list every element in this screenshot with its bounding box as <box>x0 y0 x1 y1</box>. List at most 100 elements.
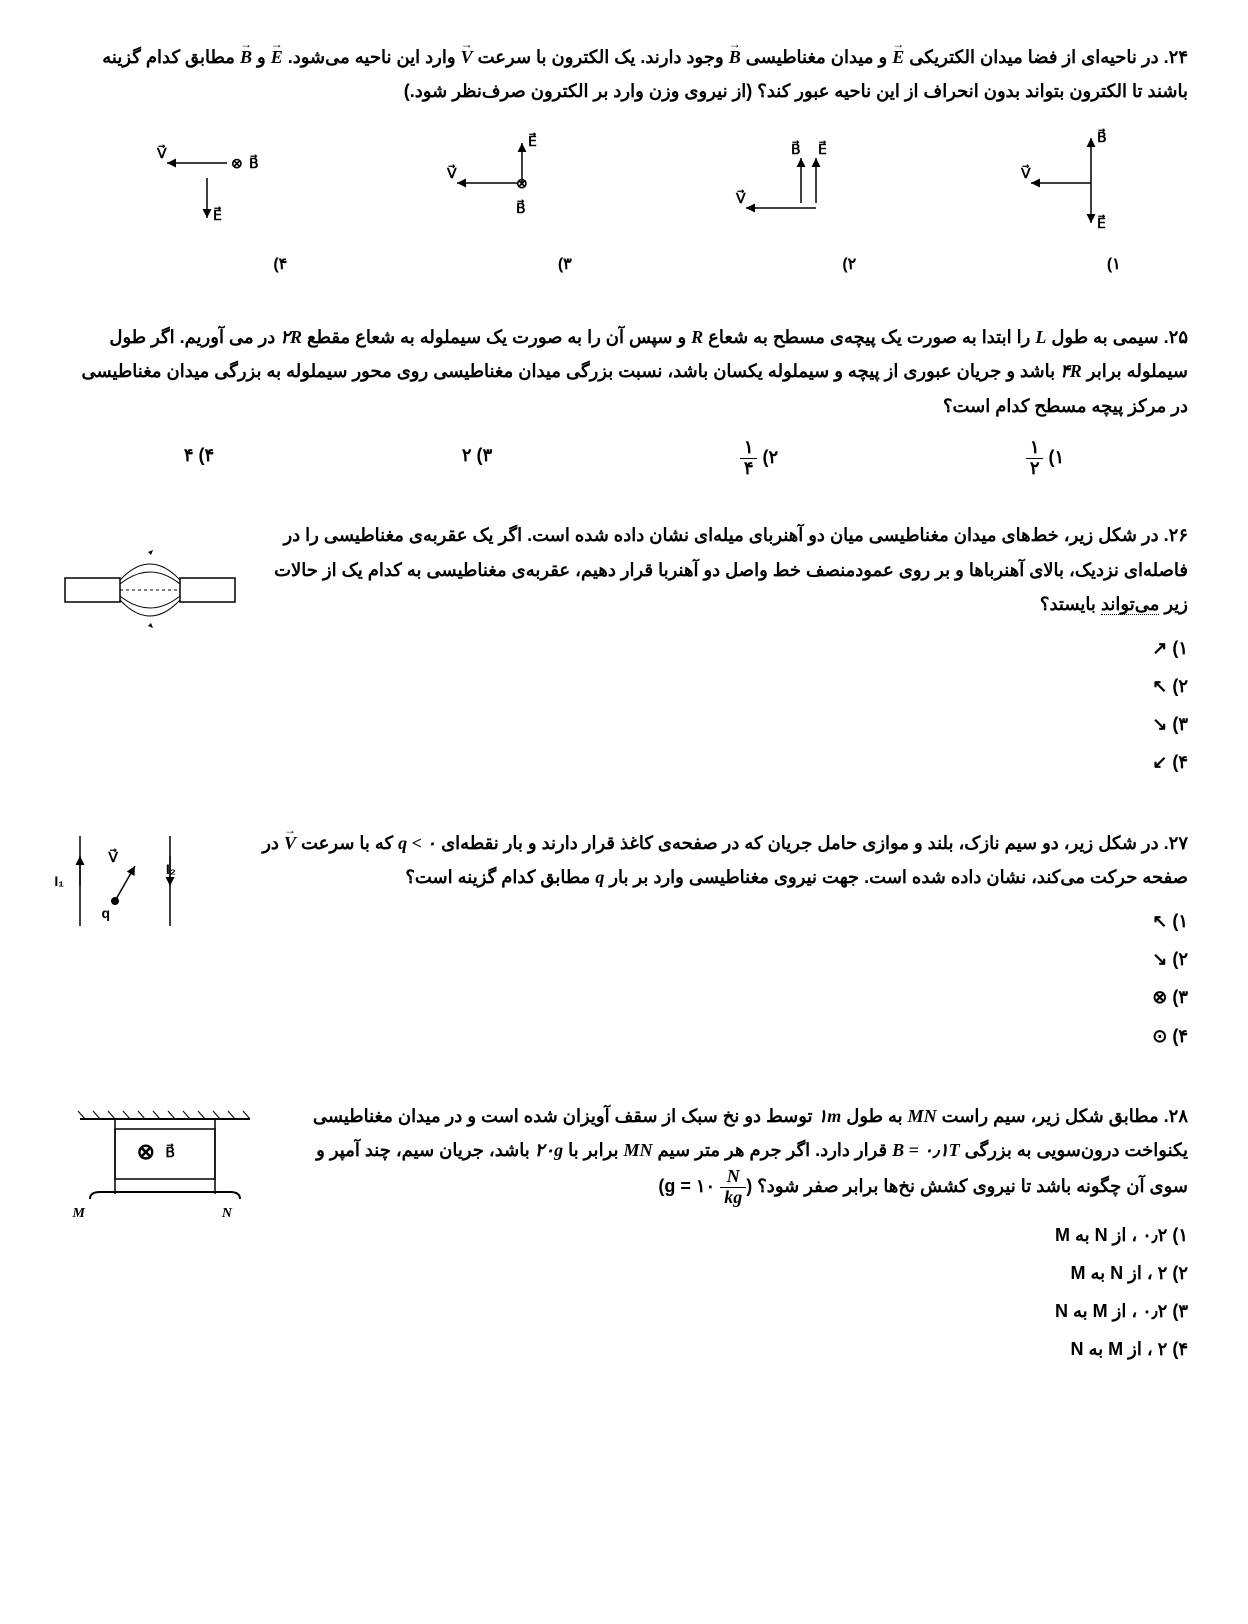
q27-q-label: q <box>101 905 110 921</box>
q24-B2: B <box>240 47 252 67</box>
q25-o4-val: ۴ <box>184 445 194 465</box>
q25-o1-num: ۱ <box>1026 438 1044 459</box>
q25-o4-label: ۴) <box>199 445 215 465</box>
q28-N-label: N <box>221 1206 233 1221</box>
q24-diagram-1: B⃗ V⃗ E⃗ ۱) <box>991 128 1121 280</box>
svg-text:E⃗: E⃗ <box>818 141 827 158</box>
svg-text:V⃗: V⃗ <box>156 145 167 162</box>
q25-o2-den: ۴ <box>740 459 758 479</box>
q24-V1: V <box>461 47 473 67</box>
q28-t-a: مطابق شکل زیر، سیم راست <box>937 1106 1159 1126</box>
q26-opt1: ۱) ↗ <box>260 631 1188 665</box>
q24-t-d: وارد این ناحیه می‌شود. <box>283 47 456 67</box>
q27-q: q <box>595 867 604 887</box>
q24-diagram-2: V⃗ B⃗ E⃗ ۲) <box>706 128 856 280</box>
q25-o2-num: ۱ <box>740 438 758 459</box>
q25-options: ۱) ۱۲ ۲) ۱۴ ۳) ۲ ۴) ۴ <box>60 438 1188 479</box>
q27-number: ۲۷. <box>1164 833 1188 853</box>
q25-opt2: ۲) ۱۴ <box>740 438 778 479</box>
q25-t-c: و سپس آن را به صورت یک سیملوله به شعاع م… <box>302 327 686 347</box>
q24-E2: E <box>271 47 283 67</box>
q28-B-label: B⃗ <box>165 1143 175 1160</box>
svg-text:E⃗: E⃗ <box>1097 215 1106 232</box>
q25-o2-label: ۲) <box>763 447 779 467</box>
q26-t-b: بایستد؟ <box>1040 594 1096 614</box>
q25-text: ۲۵. سیمی به طول L را ابتدا به صورت یک پی… <box>60 320 1188 423</box>
q28-into-icon: ⊗ <box>137 1139 155 1164</box>
q28-t-b: به طول <box>841 1106 902 1126</box>
q24-opt3-label: ۳) <box>422 250 572 280</box>
q27-opt3: ۳) ⊗ <box>220 980 1188 1014</box>
svg-text:⊗: ⊗ <box>231 155 243 171</box>
q28-number: ۲۸. <box>1164 1106 1188 1126</box>
svg-text:E⃗: E⃗ <box>213 207 222 224</box>
q27-options: ۱) ↖ ۲) ↘ ۳) ⊗ ۴) ⊙ <box>220 904 1188 1053</box>
q28-MN1: MN <box>908 1106 937 1126</box>
q25-o1-den: ۲ <box>1026 459 1044 479</box>
q25-t-b: را ابتدا به صورت یک پیچه‌ی مسطح به شعاع <box>703 327 1030 347</box>
q27-t-b: که با سرعت <box>296 833 393 853</box>
svg-text:V⃗: V⃗ <box>1020 165 1031 182</box>
q25-t-e: باشد و جریان عبوری از پیچه و سیملوله یکس… <box>81 361 1188 415</box>
question-27: ۲۷. در شکل زیر، دو سیم نازک، بلند و مواز… <box>60 826 1188 1059</box>
q25-o1-label: ۱) <box>1049 447 1065 467</box>
q28-opt1: ۱) ۰٫۲ ، از N به M <box>290 1218 1188 1252</box>
q26-figure <box>60 518 240 669</box>
q28-t-d: قرار دارد. اگر جرم هر متر سیم <box>653 1140 888 1160</box>
q26-opt4: ۴) ↙ <box>260 745 1188 779</box>
q26-opt3: ۳) ↘ <box>260 707 1188 741</box>
q28-1m: ۱m <box>818 1106 842 1126</box>
svg-text:V⃗: V⃗ <box>446 165 457 182</box>
q28-g-num: N <box>720 1167 746 1188</box>
q24-B1: B <box>729 47 741 67</box>
q24-text: ۲۴. در ناحیه‌ای از فضا میدان الکتریکی E … <box>60 40 1188 108</box>
q28-text: ۲۸. مطابق شکل زیر، سیم راست MN به طول ۱m… <box>290 1099 1188 1208</box>
q24-E1: E <box>892 47 904 67</box>
q27-t-d: مطابق کدام گزینه است؟ <box>405 867 590 887</box>
q27-text: ۲۷. در شکل زیر، دو سیم نازک، بلند و مواز… <box>220 826 1188 894</box>
q27-t-a: در شکل زیر، دو سیم نازک، بلند و موازی حا… <box>436 833 1159 853</box>
q27-V-label: V⃗ <box>107 848 118 865</box>
q28-g-den: kg <box>720 1188 746 1208</box>
q25-o3-val: ۲ <box>462 445 472 465</box>
q25-t-a: سیمی به طول <box>1046 327 1158 347</box>
q28-figure: M N ⊗ B⃗ <box>60 1099 270 1250</box>
q24-diagram-3: E⃗ ⊗ V⃗ B⃗ ۳) <box>422 128 572 280</box>
q27-opt2: ۲) ↘ <box>220 942 1188 976</box>
q26-number: ۲۶. <box>1164 525 1188 545</box>
q27-figure: I₁ I₂ q V⃗ <box>60 826 200 957</box>
q28-B: B = ۰٫۱T <box>892 1140 959 1160</box>
q24-opt1-label: ۱) <box>991 250 1121 280</box>
q24-t-c: وجود دارند. یک الکترون با سرعت <box>473 47 724 67</box>
q28-opt3: ۳) ۰٫۲ ، از M به N <box>290 1294 1188 1328</box>
q28-g-b: g = ۱۰ <box>664 1176 715 1196</box>
svg-text:B⃗: B⃗ <box>516 200 526 217</box>
svg-text:E⃗: E⃗ <box>528 133 537 150</box>
q24-diagrams: B⃗ V⃗ E⃗ ۱) V⃗ B⃗ E⃗ ۲) <box>60 128 1188 280</box>
q28-opt2: ۲) ۲ ، از N به M <box>290 1256 1188 1290</box>
question-28: ۲۸. مطابق شکل زیر، سیم راست MN به طول ۱m… <box>60 1099 1188 1373</box>
svg-text:⊗: ⊗ <box>516 175 528 191</box>
q25-opt4: ۴) ۴ <box>184 438 214 479</box>
q24-t-e: و <box>252 47 266 67</box>
q28-M-label: M <box>72 1206 86 1221</box>
q25-number: ۲۵. <box>1164 327 1188 347</box>
q24-diagram-4: ⊗ B⃗ V⃗ E⃗ ۴) <box>127 128 287 280</box>
q28-g-note: (g = ۱۰ Nkg) <box>658 1176 752 1196</box>
q27-I1-label: I₁ <box>54 873 64 889</box>
q28-MN2: MN <box>624 1140 653 1160</box>
q25-R1: R <box>691 327 703 347</box>
svg-text:B⃗: B⃗ <box>1097 129 1107 146</box>
question-26: ۲۶. در شکل زیر، خط‌های میدان مغناطیسی می… <box>60 518 1188 785</box>
q27-V: V <box>284 833 296 853</box>
q25-2R: ۲R <box>280 327 302 347</box>
q24-t-a: در ناحیه‌ای از فضا میدان الکتریکی <box>904 47 1158 67</box>
q27-opt1: ۱) ↖ <box>220 904 1188 938</box>
q26-underline: می‌تواند <box>1101 594 1159 615</box>
q27-opt4: ۴) ⊙ <box>220 1019 1188 1053</box>
question-25: ۲۵. سیمی به طول L را ابتدا به صورت یک پی… <box>60 320 1188 478</box>
q25-4R: ۴R <box>1060 361 1082 381</box>
svg-text:V⃗: V⃗ <box>735 190 746 207</box>
q26-options: ۱) ↗ ۲) ↖ ۳) ↘ ۴) ↙ <box>260 631 1188 780</box>
q27-qgt: q < ۰ <box>398 833 436 853</box>
